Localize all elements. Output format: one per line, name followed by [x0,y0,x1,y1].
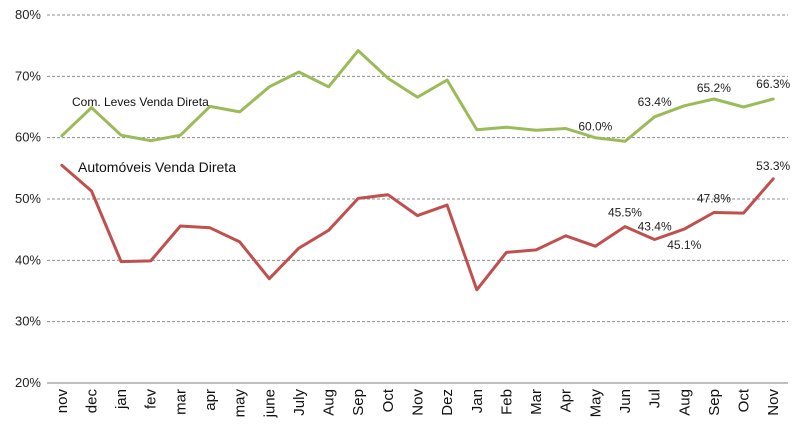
x-tick-label: Oct [736,388,753,412]
series-label-automoveis: Automóveis Venda Direta [78,159,236,175]
x-tick-label: mar [172,389,189,415]
x-tick-label: dec [83,389,100,414]
x-tick-label: Feb [498,389,515,415]
series-line-com-leves [60,49,775,143]
x-tick-label: may [232,389,249,418]
x-tick-label: Mar [528,389,545,415]
x-tick-label: fev [143,389,160,410]
x-tick-label: june [261,389,278,418]
x-tick-label: Nov [410,389,427,416]
data-label: 47.8% [697,191,731,205]
data-label: 63.4% [638,95,672,109]
data-label: 65.2% [697,81,731,95]
data-label: 60.0% [578,120,612,134]
x-tick-label: Jul [647,389,664,408]
data-label: 66.3% [756,77,790,91]
series-label-com-leves: Com. Leves Venda Direta [72,95,209,109]
y-axis-ticks: 20% 30% 40% 50% 60% 70% 80% [15,7,41,390]
x-tick-label: Aug [321,389,338,416]
x-tick-label: May [587,389,604,418]
x-tick-label: July [291,389,308,416]
data-label: 45.5% [608,206,642,220]
x-tick-label: Apr [558,389,575,412]
data-label: 43.4% [638,219,672,233]
x-tick-label: jan [113,389,130,410]
x-tick-label: Aug [676,389,693,416]
y-tick-label: 30% [15,314,41,329]
x-tick-label: Sep [350,389,367,416]
x-tick-label: nov [54,389,71,414]
x-tick-label: apr [202,389,219,411]
series-lines [60,49,775,292]
x-tick-label: Jan [469,389,486,413]
y-tick-label: 80% [15,7,41,22]
y-tick-label: 40% [15,252,41,267]
y-tick-label: 20% [15,375,41,390]
data-label: 45.1% [667,238,701,252]
y-tick-label: 60% [15,130,41,145]
x-tick-label: Oct [380,388,397,412]
gridlines [47,14,788,384]
y-tick-label: 70% [15,68,41,83]
series-line-automoveis [60,163,775,292]
x-tick-label: Jun [617,389,634,413]
data-labels: 60.0% 63.4% 65.2% 66.3% 45.5%43.4% 45.1% 47.8%… [578,77,790,252]
x-tick-label: Dez [439,389,456,416]
y-tick-label: 50% [15,191,41,206]
x-tick-label: Nov [765,389,782,416]
x-tick-label: Sep [706,389,723,416]
data-label: 53.3% [756,159,790,173]
x-axis-ticks: nov dec jan fev mar apr may june July Aug Sep Oct No… [54,388,782,418]
